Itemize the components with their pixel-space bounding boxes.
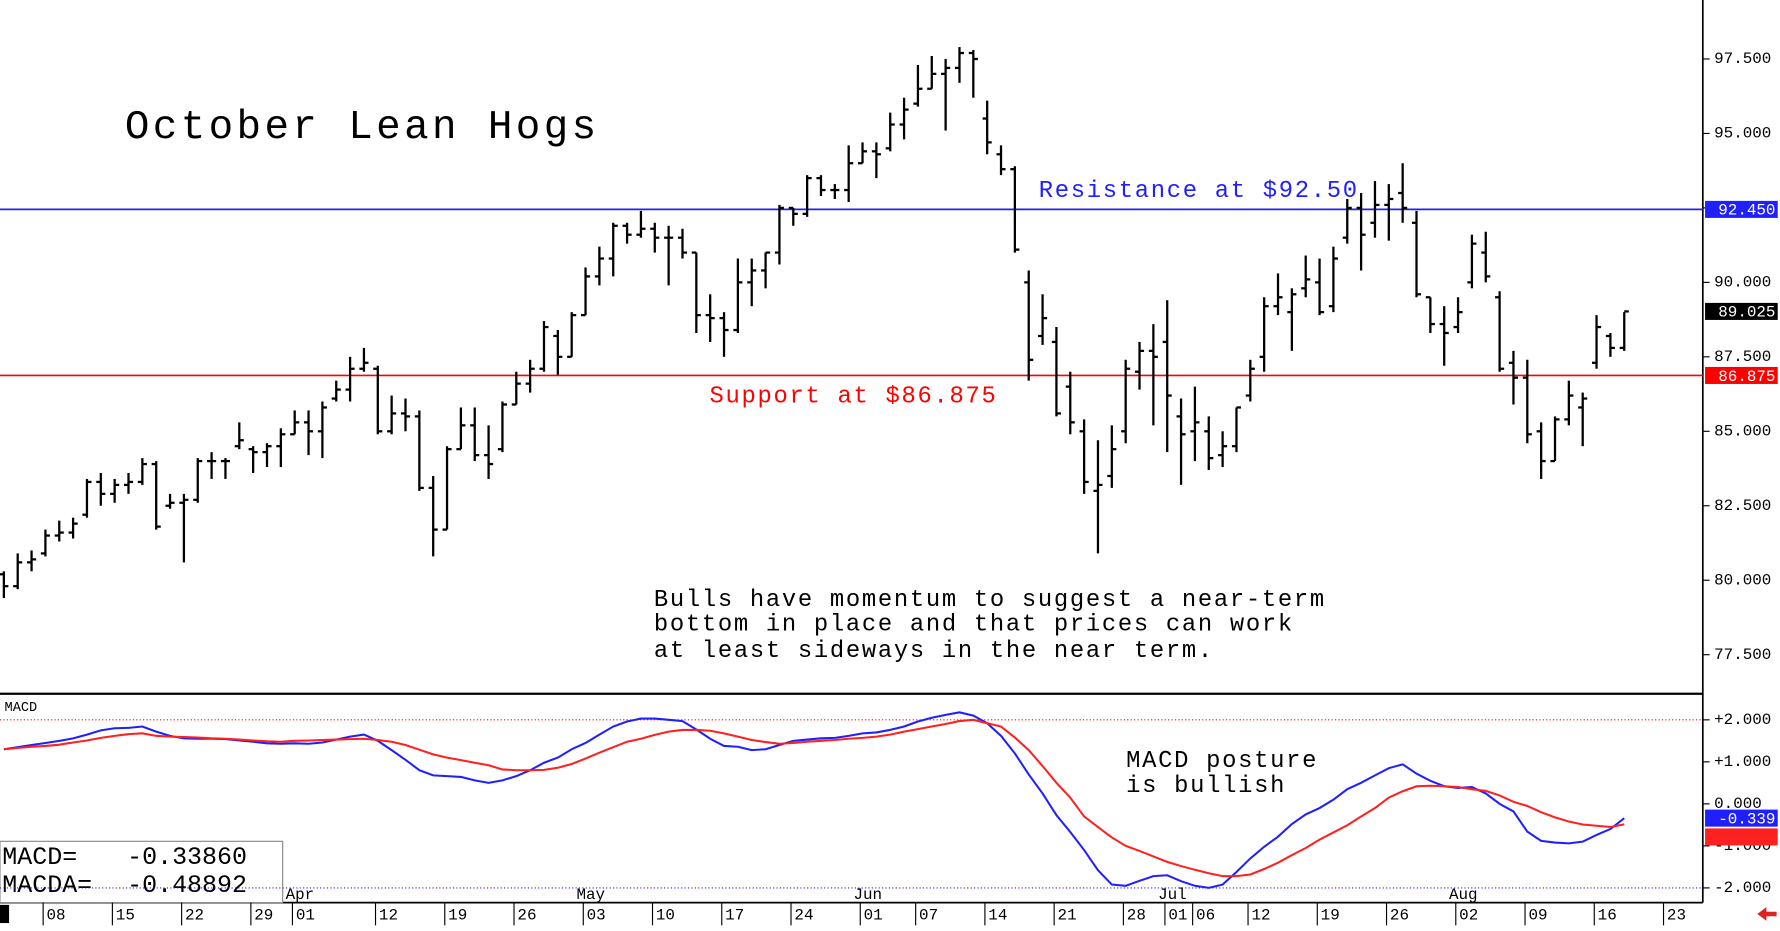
x-tick-label: 12 [379,906,398,924]
macd-line [3,718,1625,878]
x-tick-label: 21 [1058,906,1077,924]
value-box-label: -0.339 [1718,810,1775,828]
x-tick-label: 16 [1598,906,1617,924]
readout-name: MACD= [2,844,77,872]
month-label: Jul [1158,886,1187,904]
macd-title: MACD [5,701,38,716]
y-tick-label: 80.000 [1714,571,1771,589]
value-box-label: 86.875 [1718,368,1775,386]
y-tick-label: 90.000 [1714,274,1771,292]
y-tick-label: +2.000 [1714,711,1771,729]
x-tick-label: 29 [254,906,273,924]
chart-title: October Lean Hogs [125,105,600,151]
value-box [1705,366,1778,384]
x-tick-label: 01 [296,906,315,924]
scroll-arrow[interactable] [1757,907,1777,921]
x-tick-label: 08 [47,906,66,924]
y-tick-label: 82.500 [1714,497,1771,515]
y-tick-label: 87.500 [1714,348,1771,366]
x-tick-label: 26 [517,906,536,924]
value-box-label: 89.025 [1718,304,1775,322]
resistance-label: Resistance at $92.50 [1039,178,1359,205]
month-label: Apr [286,886,315,904]
x-tick-label: 22 [185,906,204,924]
support-label: Support at $86.875 [710,384,998,411]
x-tick-label: 12 [1251,906,1270,924]
x-tick-label: 01 [1168,906,1187,924]
scroll-marker [0,904,10,924]
x-tick-label: 26 [1390,906,1409,924]
x-tick-label: 14 [988,906,1007,924]
x-tick-label: 17 [725,906,744,924]
value-box [1705,809,1778,827]
x-tick-label: 28 [1127,906,1146,924]
y-tick-label: 77.500 [1714,646,1771,664]
x-tick-label: 24 [794,906,813,924]
y-tick-label: -2.000 [1714,879,1771,897]
macd-note: is bullish [1126,773,1286,800]
value-box-label: 92.450 [1718,202,1775,220]
readout-value: -0.48892 [127,872,247,900]
value-box [1705,302,1778,320]
y-tick-label: 85.000 [1714,422,1771,440]
x-tick-label: 10 [656,906,675,924]
macd-note: MACD posture [1126,748,1318,775]
macd-line [3,711,1625,889]
y-tick-label: 0.000 [1714,795,1762,813]
month-label: Aug [1449,886,1478,904]
y-tick-label: 95.000 [1714,125,1771,143]
x-tick-label: 07 [919,906,938,924]
x-tick-label: 02 [1459,906,1478,924]
readout-value: -0.33860 [127,844,247,872]
month-label: May [576,886,605,904]
x-tick-label: 19 [1321,906,1340,924]
x-tick-label: 19 [448,906,467,924]
note-line: at least sideways in the near term. [654,638,1214,665]
note-line: Bulls have momentum to suggest a near-te… [654,587,1326,614]
x-tick-label: 06 [1196,906,1215,924]
x-tick-label: 01 [864,906,883,924]
readout-box [0,840,284,904]
value-box [1705,200,1778,218]
x-tick-label: 03 [587,906,606,924]
x-tick-label: 09 [1528,906,1547,924]
month-label: Jun [853,886,882,904]
x-tick-label: 15 [116,906,135,924]
y-tick-label: 97.500 [1714,50,1771,68]
note-line: bottom in place and that prices can work [654,612,1294,639]
x-tick-label: 23 [1667,906,1686,924]
y-tick-label: +1.000 [1714,753,1771,771]
readout-name: MACDA= [2,872,92,900]
value-box [1705,828,1778,846]
